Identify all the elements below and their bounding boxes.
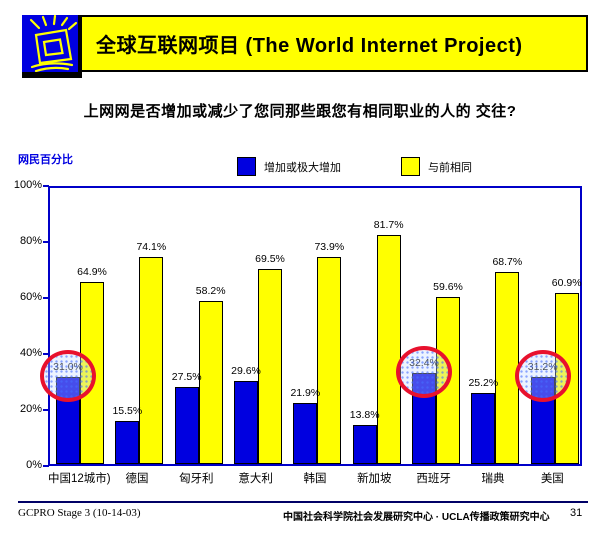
- bar-increase: [234, 381, 258, 464]
- bar-increase: [115, 420, 140, 464]
- y-axis-tick: [43, 297, 49, 299]
- legend-label-increase: 增加或极大增加: [264, 161, 341, 174]
- slide-title-bar: 全球互联网项目 (The World Internet Project): [22, 15, 588, 72]
- bar-value-label: 27.5%: [171, 371, 202, 383]
- bar-value-label: 74.1%: [136, 240, 167, 253]
- bar-group: 15.5% 74.1%: [109, 188, 168, 464]
- bar-increase: [352, 425, 377, 464]
- bar-group: 27.5% 58.2%: [169, 188, 228, 464]
- bar-group: 21.9% 73.9%: [287, 188, 346, 464]
- bar-value-label: 73.9%: [314, 241, 345, 254]
- bar-value-label: 58.2%: [195, 285, 226, 298]
- highlight-circle: [514, 349, 571, 402]
- bar-value-label: 29.6%: [231, 365, 261, 378]
- footer-divider: [18, 501, 588, 503]
- footer-source: GCPRO Stage 3 (10-14-03): [18, 507, 141, 519]
- bar-increase: [293, 402, 318, 464]
- y-axis-tick: [43, 241, 49, 243]
- y-axis-tick: [43, 465, 49, 467]
- bar-value-label: 59.6%: [433, 281, 463, 294]
- bar-value-label: 15.5%: [112, 404, 143, 417]
- y-axis-tick-label: 60%: [19, 291, 42, 303]
- legend-swatch-same: [401, 157, 420, 176]
- bar-group: 32.4%59.6%: [406, 188, 465, 464]
- x-axis-label: 中国12城市): [48, 473, 111, 485]
- slide-title: 全球互联网项目 (The World Internet Project): [96, 35, 523, 57]
- bar-same: [258, 269, 282, 464]
- bar-value-label: 81.7%: [373, 219, 404, 232]
- monitor-rays-icon: [22, 14, 82, 78]
- y-axis-tick-label: 40%: [19, 347, 42, 359]
- x-axis-label: 新加坡: [357, 473, 392, 485]
- highlight-circle: [396, 346, 452, 399]
- bar-increase: [471, 393, 496, 464]
- question-text: 上网网是否增加或减少了您同那些跟您有相同职业的人的 交往?: [83, 103, 517, 120]
- bar-group: 31.0%64.9%: [50, 188, 109, 464]
- y-axis-tick: [43, 353, 49, 355]
- bar-group: 13.8% 81.7%: [347, 188, 406, 464]
- y-axis-tick: [43, 185, 49, 187]
- x-axis-label: 韩国: [303, 473, 327, 485]
- legend-swatch-increase: [237, 157, 256, 176]
- y-axis-title: 网民百分比: [18, 154, 73, 166]
- bar-increase: [174, 387, 199, 464]
- bar-group: 29.6% 69.5%: [228, 188, 287, 464]
- bar-value-label: 68.7%: [492, 255, 523, 268]
- bar-group: 31.2%60.9%: [525, 188, 584, 464]
- bar-value-label: 13.8%: [349, 409, 380, 422]
- y-axis-tick-label: 100%: [13, 179, 42, 191]
- bar-group: 25.2% 68.7%: [465, 188, 524, 464]
- y-axis-tick-label: 20%: [19, 403, 42, 415]
- bar-same: [198, 301, 223, 464]
- x-axis-label: 德国: [125, 473, 149, 485]
- y-axis-tick-label: 0%: [26, 459, 42, 471]
- bar-value-label: 69.5%: [255, 253, 285, 266]
- x-axis-label: 美国: [540, 473, 564, 485]
- footer-credits: 中国社会科学院社会发展研究中心 · UCLA传播政策研究中心: [283, 512, 550, 523]
- chart-legend: 增加或极大增加 与前相同: [237, 157, 472, 176]
- x-axis-label: 意大利: [238, 473, 273, 485]
- bar-same: [317, 257, 342, 464]
- y-axis-tick-label: 80%: [19, 235, 42, 247]
- x-axis-label: 匈牙利: [179, 473, 214, 485]
- legend-label-same: 与前相同: [428, 161, 472, 174]
- bar-same: [376, 235, 401, 464]
- bar-value-label: 21.9%: [290, 386, 321, 399]
- plot-area: 31.0%64.9%15.5% 74.1% 27.5% 58.2% 29.6% 69.5%…: [40, 186, 584, 466]
- x-axis-label: 西班牙: [416, 473, 451, 485]
- highlight-circle: [40, 350, 96, 403]
- bar-same: [139, 256, 164, 464]
- x-axis-label: 瑞典: [481, 473, 505, 485]
- page-number: 31: [570, 507, 583, 519]
- y-axis-tick: [43, 409, 49, 411]
- bar-value-label: 60.9%: [551, 277, 582, 290]
- bar-value-label: 25.2%: [468, 377, 499, 390]
- bar-value-label: 64.9%: [77, 266, 107, 279]
